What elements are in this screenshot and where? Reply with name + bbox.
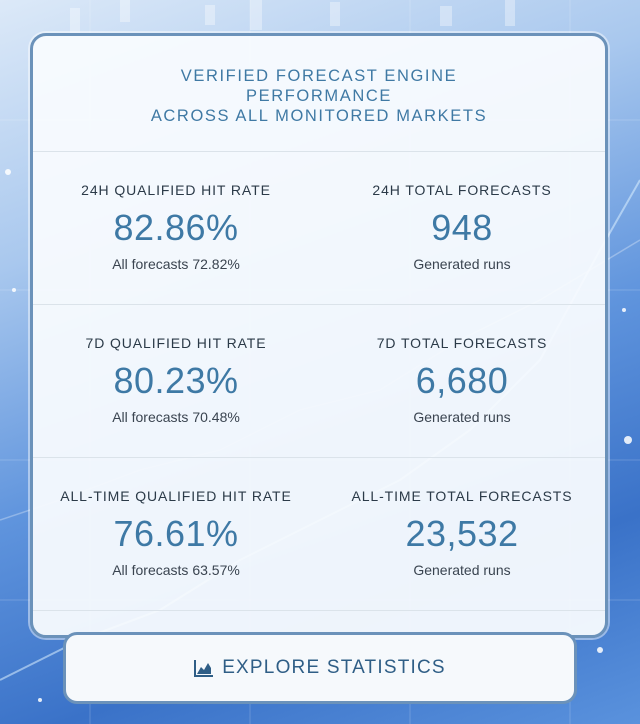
explore-statistics-button[interactable]: EXPLORE STATISTICS [63,632,577,704]
stat-value: 6,680 [415,360,509,401]
stat-label: 24H TOTAL FORECASTS [372,182,552,198]
area-chart-icon [194,660,214,677]
stat-label: 24H QUALIFIED HIT RATE [81,182,271,198]
stat-subtext: All forecasts 72.82% [112,256,240,272]
stat-value: 82.86% [113,207,239,248]
stat-subtext: All forecasts 70.48% [112,409,240,425]
stat-value: 76.61% [113,513,239,554]
stat-24h-total-forecasts: 24H TOTAL FORECASTS 948 Generated runs [319,152,605,304]
stat-subtext: Generated runs [413,562,511,578]
explore-statistics-label: EXPLORE STATISTICS [222,657,446,678]
stats-row-7d: 7D QUALIFIED HIT RATE 80.23% All forecas… [33,305,605,458]
stats-row-all-time: ALL-TIME QUALIFIED HIT RATE 76.61% All f… [33,458,605,611]
stat-value: 23,532 [405,513,519,554]
stat-subtext: All forecasts 63.57% [112,562,240,578]
stat-all-time-total-forecasts: ALL-TIME TOTAL FORECASTS 23,532 Generate… [319,458,605,610]
stat-label: 7D QUALIFIED HIT RATE [85,335,267,351]
stat-value: 80.23% [113,360,239,401]
stat-value: 948 [431,207,493,248]
stat-subtext: Generated runs [413,256,511,272]
stat-7d-total-forecasts: 7D TOTAL FORECASTS 6,680 Generated runs [319,305,605,457]
stat-label: ALL-TIME QUALIFIED HIT RATE [60,488,292,504]
card-title-line-3: ACROSS ALL MONITORED MARKETS [150,106,488,125]
card-title-line-1: VERIFIED FORECAST ENGINE [180,66,458,85]
stat-subtext: Generated runs [413,409,511,425]
stat-all-time-hit-rate: ALL-TIME QUALIFIED HIT RATE 76.61% All f… [33,458,319,610]
card-title-line-2: PERFORMANCE [246,86,392,105]
stat-7d-hit-rate: 7D QUALIFIED HIT RATE 80.23% All forecas… [33,305,319,457]
stat-label: 7D TOTAL FORECASTS [376,335,548,351]
stat-24h-hit-rate: 24H QUALIFIED HIT RATE 82.86% All foreca… [33,152,319,304]
performance-card: VERIFIED FORECAST ENGINE PERFORMANCE ACR… [30,33,608,638]
stats-row-24h: 24H QUALIFIED HIT RATE 82.86% All foreca… [33,152,605,305]
card-header: VERIFIED FORECAST ENGINE PERFORMANCE ACR… [33,36,605,152]
stat-label: ALL-TIME TOTAL FORECASTS [351,488,573,504]
